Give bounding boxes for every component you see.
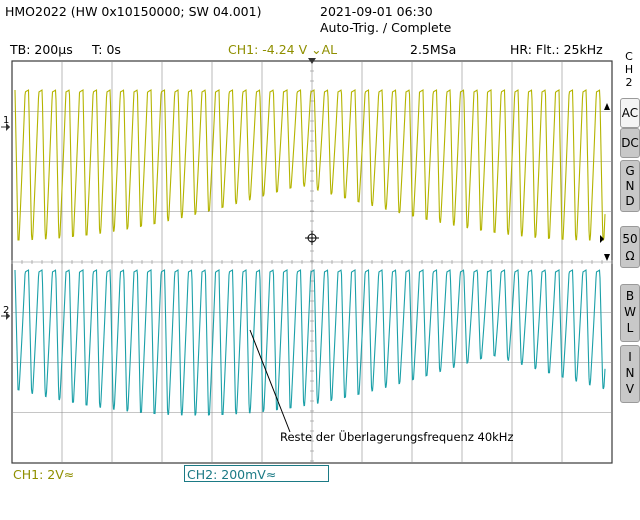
side-menu-channel: C H 2: [624, 50, 634, 89]
datetime: 2021-09-01 06:30: [320, 4, 433, 19]
graticule-grid: [11, 60, 613, 464]
scroll-up-arrow-icon: [604, 103, 610, 110]
ch2-waveform: [14, 269, 606, 416]
termination-50ohm-button[interactable]: 50 Ω: [620, 226, 640, 268]
device-info: HMO2022 (HW 0x10150000; SW 04.001): [5, 4, 262, 19]
ch2-scale-readout[interactable]: CH2: 200mV≈: [187, 467, 277, 482]
trigger-level-marker: [600, 235, 604, 243]
ch2-marker-icon: [1, 312, 10, 320]
ch1-marker-label: 1: [3, 115, 9, 126]
trigger-level-readout[interactable]: CH1: -4.24 V ⌄AL: [228, 42, 338, 57]
trigger-status: Auto-Trig. / Complete: [320, 20, 452, 35]
timebase-readout[interactable]: TB: 200µs: [10, 42, 73, 57]
trigger-position-marker: [308, 58, 316, 64]
ch1-marker-icon: [1, 123, 10, 131]
invert-button[interactable]: I N V: [620, 345, 640, 403]
ch1-waveform: [14, 89, 606, 241]
coupling-gnd-button[interactable]: G N D: [620, 160, 640, 212]
trigger-time-readout[interactable]: T: 0s: [92, 42, 121, 57]
ch2-marker-label: 2: [3, 305, 9, 316]
ch2-scale-selector[interactable]: [184, 465, 329, 482]
annotation-text: Reste der Überlagerungsfrequenz 40kHz: [280, 428, 514, 444]
scroll-down-arrow-icon: [604, 254, 610, 261]
ch1-scale-readout[interactable]: CH1: 2V≈: [13, 467, 75, 482]
coupling-dc-button[interactable]: DC: [620, 128, 640, 158]
annotation-pointer: [249, 329, 291, 433]
coupling-ac-button[interactable]: AC: [620, 98, 640, 128]
crosshair-icon: [305, 231, 319, 245]
sample-rate-readout[interactable]: 2.5MSa: [410, 42, 457, 57]
filter-readout[interactable]: HR: Flt.: 25kHz: [510, 42, 603, 57]
bandwidth-limit-button[interactable]: B W L: [620, 284, 640, 342]
